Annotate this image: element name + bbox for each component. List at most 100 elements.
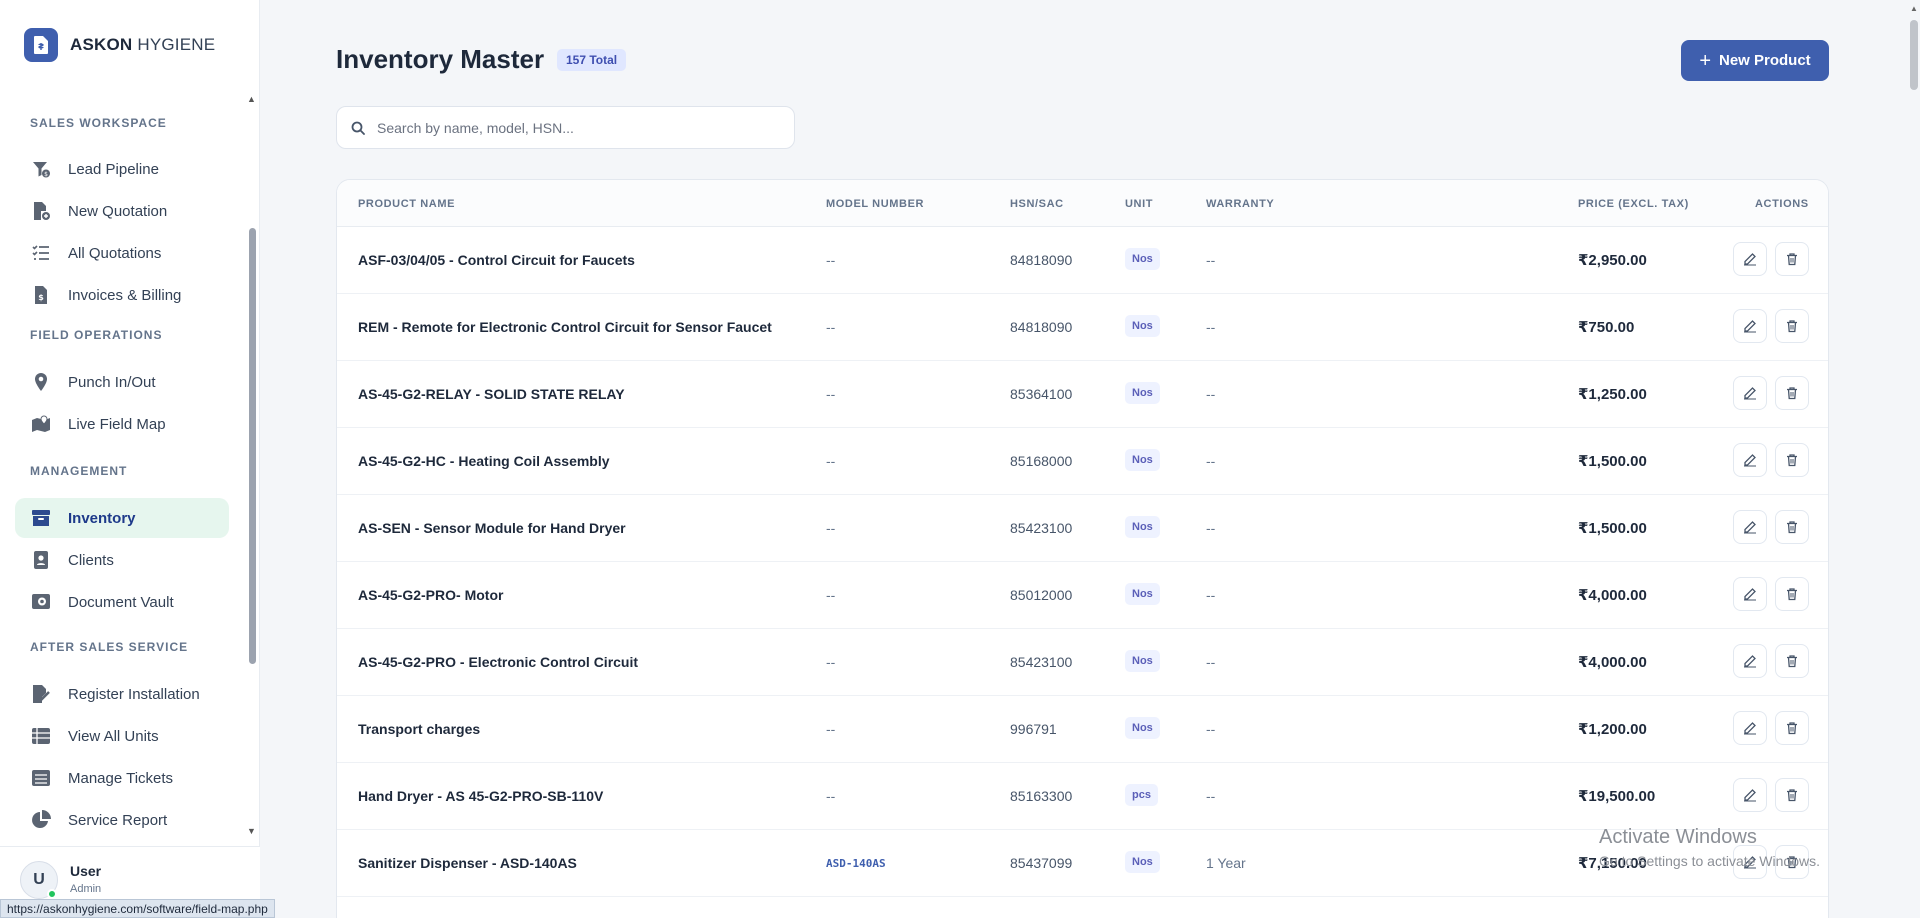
trash-icon — [1785, 788, 1799, 802]
delete-button[interactable] — [1775, 577, 1809, 611]
price: ₹1,200.00 — [1578, 721, 1647, 738]
edit-icon — [1743, 855, 1757, 869]
table-row[interactable]: AS-45-G2-HC - Heating Coil Assembly -- 851… — [337, 428, 1828, 495]
edit-button[interactable] — [1733, 443, 1767, 477]
new-product-button[interactable]: + New Product — [1681, 40, 1829, 81]
page-title: Inventory Master — [336, 44, 545, 74]
search-box[interactable] — [336, 106, 795, 149]
delete-button[interactable] — [1775, 242, 1809, 276]
page-scroll-up-icon[interactable]: ▲ — [1910, 4, 1918, 13]
trash-icon — [1785, 654, 1799, 668]
sidebar-scroll-down-icon[interactable]: ▼ — [247, 826, 256, 836]
sidebar-scroll-up-icon[interactable]: ▲ — [247, 94, 256, 104]
product-name: AS-45-G2-RELAY - SOLID STATE RELAY — [358, 386, 625, 402]
model-number: -- — [826, 520, 836, 536]
price: ₹19,500.00 — [1578, 788, 1656, 805]
product-name: AS-45-G2-PRO - Electronic Control Circui… — [358, 654, 639, 670]
trash-icon — [1785, 855, 1799, 869]
delete-button[interactable] — [1775, 845, 1809, 879]
col-actions: ACTIONS — [1755, 198, 1809, 210]
warranty: -- — [1206, 587, 1216, 603]
sidebar-item-new-quotation[interactable]: New Quotation — [15, 191, 229, 231]
unit-badge: Nos — [1125, 717, 1160, 739]
sidebar-item-live-field-map[interactable]: Live Field Map — [15, 404, 229, 444]
status-bar-url: https://askonhygiene.com/software/field-… — [0, 899, 275, 918]
edit-button[interactable] — [1733, 242, 1767, 276]
delete-button[interactable] — [1775, 376, 1809, 410]
edit-button[interactable] — [1733, 510, 1767, 544]
edit-button[interactable] — [1733, 644, 1767, 678]
search-icon — [351, 121, 365, 135]
trash-icon — [1785, 319, 1799, 333]
table-row[interactable]: AS-45-G2-PRO- Motor -- 85012000 Nos -- ₹4,000… — [337, 562, 1828, 629]
page-scrollbar[interactable] — [1910, 20, 1918, 90]
brand-logo-icon — [24, 28, 58, 62]
delete-button[interactable] — [1775, 778, 1809, 812]
table-row[interactable]: ASF-03/04/05 - Control Circuit for Fauce… — [337, 227, 1828, 294]
delete-button[interactable] — [1775, 443, 1809, 477]
edit-button[interactable] — [1733, 376, 1767, 410]
price: ₹4,000.00 — [1578, 587, 1647, 604]
delete-button[interactable] — [1775, 309, 1809, 343]
sidebar-item-clients[interactable]: Clients — [15, 540, 229, 580]
col-product-name: PRODUCT NAME — [358, 198, 456, 210]
edit-icon — [1743, 453, 1757, 467]
section-title: MANAGEMENT — [30, 464, 128, 478]
watermark-subtitle: Go to Settings to activate Windows. — [1599, 853, 1820, 869]
table-row[interactable]: AS-SEN - Sensor Module for Hand Dryer -- 8… — [337, 495, 1828, 562]
table-row[interactable]: AS-45-G2-RELAY - SOLID STATE RELAY -- 8536… — [337, 361, 1828, 428]
unit-badge: Nos — [1125, 382, 1160, 404]
delete-button[interactable] — [1775, 711, 1809, 745]
table-row[interactable]: Transport charges -- 996791 Nos -- ₹1,200.00 — [337, 696, 1828, 763]
sidebar-item-inventory[interactable]: Inventory — [15, 498, 229, 538]
edit-button[interactable] — [1733, 577, 1767, 611]
product-name: AS-45-G2-PRO- Motor — [358, 587, 504, 603]
table-row[interactable]: Sanitizer Dispenser - ASD-140AS ASD-140AS… — [337, 830, 1828, 897]
hsn-sac: 85423100 — [1010, 520, 1073, 536]
sidebar-scrollbar[interactable] — [249, 228, 256, 664]
edit-button[interactable] — [1733, 845, 1767, 879]
hsn-sac: 85168000 — [1010, 453, 1073, 469]
hsn-sac: 85012000 — [1010, 587, 1073, 603]
sidebar-nav: SALES WORKSPACE $ Lead Pipeline New Quotati… — [0, 90, 244, 840]
sidebar-item-document-vault[interactable]: Document Vault — [15, 582, 229, 622]
windows-activation-watermark: Activate Windows Go to Settings to activ… — [1599, 826, 1820, 869]
section-title: AFTER SALES SERVICE — [30, 640, 189, 654]
sidebar-item-label: Punch In/Out — [68, 373, 156, 391]
warranty: -- — [1206, 788, 1216, 804]
table-row[interactable]: Hand Dryer - AS 45-G2-PRO-SB-110V -- 85163… — [337, 763, 1828, 830]
hsn-sac: 85423100 — [1010, 654, 1073, 670]
file-plus-icon — [31, 201, 51, 221]
sidebar-item-register-installation[interactable]: Register Installation — [15, 674, 229, 714]
section-title: SALES WORKSPACE — [30, 116, 167, 130]
warranty: -- — [1206, 386, 1216, 402]
edit-button[interactable] — [1733, 778, 1767, 812]
sidebar-item-manage-tickets[interactable]: Manage Tickets — [15, 758, 229, 798]
sidebar-item-lead-pipeline[interactable]: $ Lead Pipeline — [15, 149, 229, 189]
warranty: -- — [1206, 453, 1216, 469]
sidebar-item-view-all-units[interactable]: View All Units — [15, 716, 229, 756]
vault-icon — [31, 592, 51, 612]
sidebar-item-label: Inventory — [68, 509, 136, 527]
delete-button[interactable] — [1775, 644, 1809, 678]
search-input[interactable] — [377, 119, 757, 136]
table-row[interactable]: AS-45-G2-PRO - Electronic Control Circui… — [337, 629, 1828, 696]
brand[interactable]: ASKON HYGIENE — [24, 28, 215, 62]
sidebar-item-all-quotations[interactable]: All Quotations — [15, 233, 229, 273]
sidebar-item-invoices-billing[interactable]: $ Invoices & Billing — [15, 275, 229, 315]
edit-icon — [1743, 587, 1757, 601]
table-row[interactable]: REM - Remote for Electronic Control Circ… — [337, 294, 1828, 361]
trash-icon — [1785, 587, 1799, 601]
sidebar-item-service-report[interactable]: Service Report — [15, 800, 229, 840]
edit-button[interactable] — [1733, 711, 1767, 745]
sidebar-item-punch-in-out[interactable]: Punch In/Out — [15, 362, 229, 402]
delete-button[interactable] — [1775, 510, 1809, 544]
product-name: AS-SEN - Sensor Module for Hand Dryer — [358, 520, 626, 536]
table-header: PRODUCT NAME MODEL NUMBER HSN/SAC UNIT W… — [337, 180, 1828, 227]
edit-icon — [1743, 721, 1757, 735]
edit-button[interactable] — [1733, 309, 1767, 343]
product-name: Sanitizer Dispenser - ASD-140AS — [358, 855, 577, 871]
edit-icon — [1743, 654, 1757, 668]
product-name: Transport charges — [358, 721, 481, 737]
trash-icon — [1785, 386, 1799, 400]
